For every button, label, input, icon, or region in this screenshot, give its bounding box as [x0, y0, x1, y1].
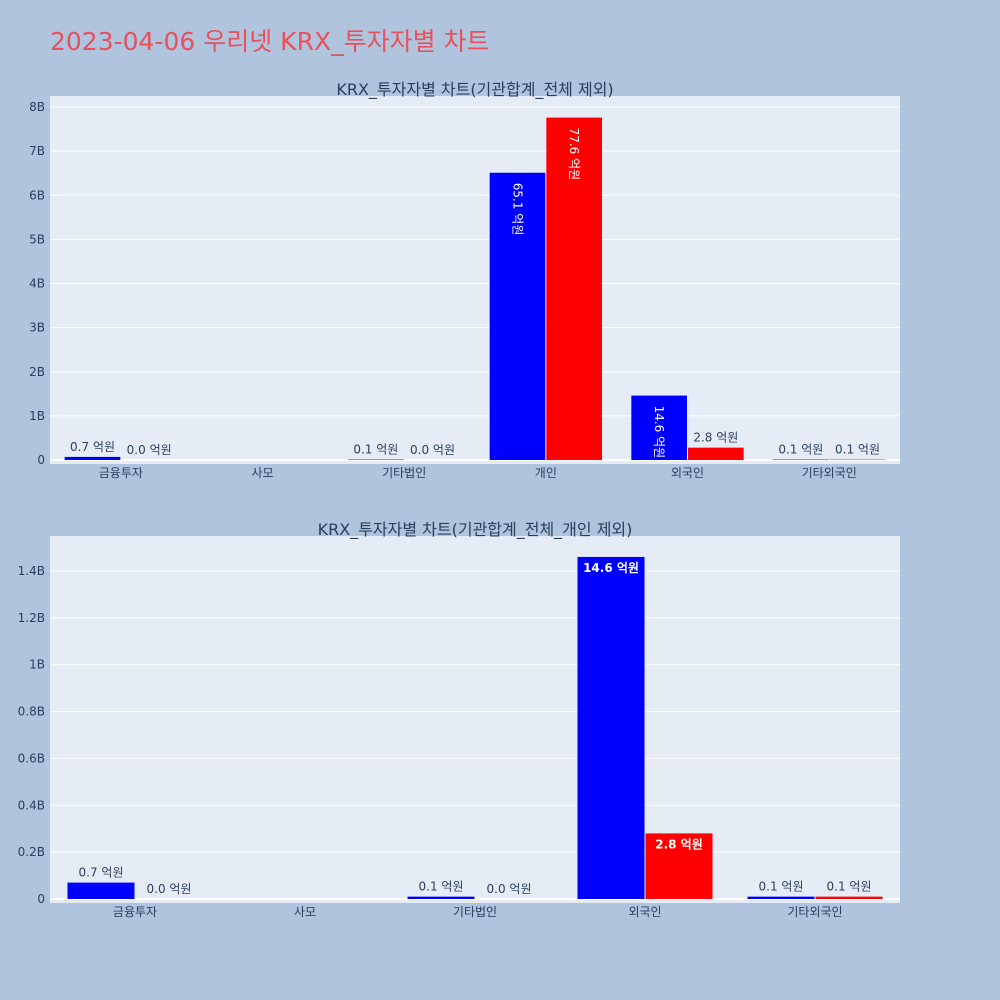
- data-label: 0.1 억원: [778, 443, 823, 457]
- x-tick-label: 금융투자: [113, 905, 157, 919]
- bar: [815, 896, 883, 899]
- y-tick-label: 1.4B: [18, 564, 45, 578]
- data-label: 65.1 억원: [511, 183, 525, 236]
- bar: [747, 896, 815, 899]
- y-tick-label: 0.8B: [18, 705, 45, 719]
- y-tick-label: 8B: [29, 100, 45, 114]
- data-label: 77.6 억원: [567, 128, 581, 181]
- x-tick-label: 개인: [535, 466, 557, 480]
- x-tick-label: 사모: [251, 466, 273, 480]
- data-label: 0.7 억원: [70, 440, 115, 454]
- bar: [489, 172, 546, 460]
- bar: [577, 556, 645, 899]
- y-tick-label: 1B: [29, 409, 45, 423]
- data-label: 0.0 억원: [487, 882, 532, 896]
- data-label: 0.1 억원: [835, 443, 880, 457]
- x-tick-label: 기타법인: [453, 905, 497, 919]
- data-label: 0.1 억원: [419, 880, 464, 894]
- y-tick-label: 0: [37, 892, 45, 906]
- data-label: 0.0 억원: [410, 443, 455, 457]
- x-tick-label: 기타외국인: [787, 905, 842, 919]
- y-tick-label: 0.2B: [18, 845, 45, 859]
- data-label: 0.1 억원: [827, 880, 872, 894]
- y-tick-label: 1.2B: [18, 611, 45, 625]
- y-tick-label: 0.6B: [18, 751, 45, 765]
- bar: [688, 447, 744, 460]
- data-label: 2.8 억원: [693, 431, 738, 445]
- data-label: 0.1 억원: [353, 443, 398, 457]
- x-tick-label: 사모: [294, 905, 316, 919]
- bar: [546, 117, 602, 460]
- data-label: 14.6 억원: [652, 406, 666, 459]
- x-tick-label: 외국인: [628, 905, 661, 919]
- x-tick-label: 금융투자: [99, 466, 143, 480]
- chart-title: KRX_투자자별 차트(기관합계_전체_개인 제외): [318, 520, 633, 540]
- bar: [631, 395, 687, 460]
- x-tick-label: 기타외국인: [802, 466, 857, 480]
- y-tick-label: 5B: [29, 232, 45, 246]
- bar: [407, 896, 475, 899]
- data-label: 0.0 억원: [147, 882, 192, 896]
- plot-area-1: [50, 536, 900, 903]
- chart-title: KRX_투자자별 차트(기관합계_전체 제외): [336, 80, 613, 100]
- bar: [645, 833, 713, 899]
- data-label: 14.6 억원: [583, 561, 639, 575]
- data-label: 0.1 억원: [759, 880, 804, 894]
- y-tick-label: 3B: [29, 321, 45, 335]
- data-label: 0.0 억원: [127, 443, 172, 457]
- page-title: 2023-04-06 우리넷 KRX_투자자별 차트: [50, 27, 490, 56]
- bar: [67, 882, 135, 899]
- y-tick-label: 6B: [29, 188, 45, 202]
- data-label: 0.7 억원: [79, 866, 124, 880]
- x-tick-label: 외국인: [671, 466, 704, 480]
- data-label: 2.8 억원: [655, 837, 703, 851]
- y-tick-label: 7B: [29, 144, 45, 158]
- y-tick-label: 0.4B: [18, 798, 45, 812]
- x-tick-label: 기타법인: [382, 466, 426, 480]
- y-tick-label: 2B: [29, 365, 45, 379]
- y-tick-label: 1B: [29, 658, 45, 672]
- bar: [64, 456, 121, 460]
- y-tick-label: 4B: [29, 277, 45, 291]
- y-tick-label: 0: [37, 453, 45, 467]
- plot-area-0: [50, 96, 900, 464]
